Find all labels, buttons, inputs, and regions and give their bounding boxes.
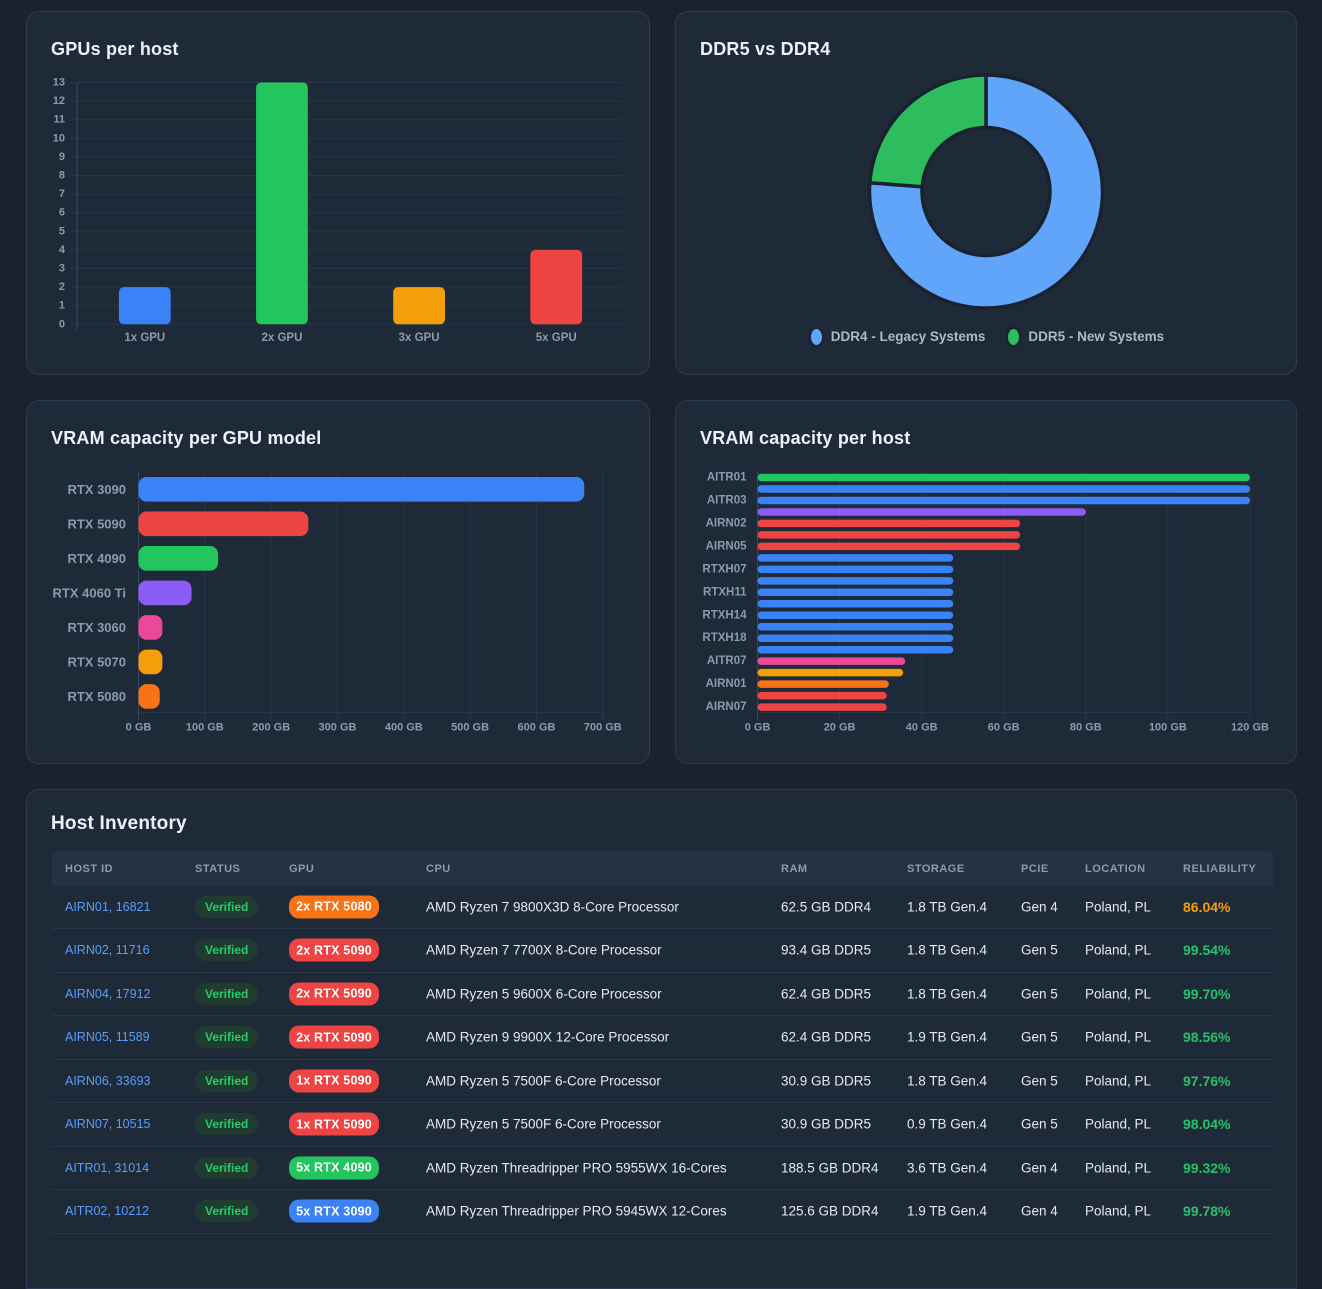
svg-text:3x GPU: 3x GPU <box>399 332 440 344</box>
svg-text:AITR03: AITR03 <box>707 495 747 507</box>
svg-text:12: 12 <box>53 95 65 107</box>
svg-text:5x GPU: 5x GPU <box>536 332 577 344</box>
svg-text:3: 3 <box>59 263 65 275</box>
svg-text:RTXH11: RTXH11 <box>703 586 747 598</box>
svg-text:200 GB: 200 GB <box>252 722 290 734</box>
svg-text:300 GB: 300 GB <box>319 722 357 734</box>
svg-text:0 GB: 0 GB <box>745 722 771 734</box>
svg-text:600 GB: 600 GB <box>518 722 556 734</box>
svg-text:5: 5 <box>59 225 65 237</box>
svg-text:40 GB: 40 GB <box>906 722 938 734</box>
svg-text:80 GB: 80 GB <box>1070 722 1102 734</box>
svg-text:60 GB: 60 GB <box>988 722 1020 734</box>
svg-text:1x GPU: 1x GPU <box>124 332 165 344</box>
svg-text:AIRN07: AIRN07 <box>706 701 747 713</box>
svg-text:2: 2 <box>59 281 65 293</box>
svg-text:4: 4 <box>59 244 66 256</box>
svg-text:AITR07: AITR07 <box>707 655 747 667</box>
svg-text:AIRN05: AIRN05 <box>706 540 748 552</box>
svg-text:RTX 3060: RTX 3060 <box>67 620 126 635</box>
svg-text:100 GB: 100 GB <box>186 722 224 734</box>
svg-text:7: 7 <box>59 188 65 200</box>
svg-text:1: 1 <box>59 300 65 312</box>
svg-text:RTX 4060 Ti: RTX 4060 Ti <box>53 585 126 600</box>
svg-text:700 GB: 700 GB <box>584 722 622 734</box>
svg-text:13: 13 <box>53 77 65 89</box>
svg-text:AITR01: AITR01 <box>707 472 747 484</box>
svg-text:RTX 5090: RTX 5090 <box>67 516 126 531</box>
svg-text:RTX 5070: RTX 5070 <box>67 654 126 669</box>
svg-text:RTX 4090: RTX 4090 <box>67 551 126 566</box>
svg-text:RTX 3090: RTX 3090 <box>67 482 126 497</box>
svg-text:RTXH18: RTXH18 <box>702 632 747 644</box>
svg-text:RTXH07: RTXH07 <box>702 563 746 575</box>
svg-text:AIRN02: AIRN02 <box>706 517 747 529</box>
svg-text:500 GB: 500 GB <box>451 722 489 734</box>
svg-text:6: 6 <box>59 207 65 219</box>
svg-text:400 GB: 400 GB <box>385 722 423 734</box>
svg-text:100 GB: 100 GB <box>1149 722 1187 734</box>
svg-text:RTX 5080: RTX 5080 <box>67 689 126 704</box>
svg-text:9: 9 <box>59 151 65 163</box>
svg-text:0: 0 <box>59 318 65 330</box>
svg-text:11: 11 <box>53 114 65 126</box>
svg-text:20 GB: 20 GB <box>824 722 856 734</box>
svg-text:10: 10 <box>53 132 65 144</box>
svg-text:AIRN01: AIRN01 <box>706 678 748 690</box>
svg-text:8: 8 <box>59 170 65 182</box>
svg-text:120 GB: 120 GB <box>1231 722 1269 734</box>
svg-text:RTXH14: RTXH14 <box>702 609 747 621</box>
svg-text:0 GB: 0 GB <box>126 722 152 734</box>
svg-text:2x GPU: 2x GPU <box>261 332 302 344</box>
